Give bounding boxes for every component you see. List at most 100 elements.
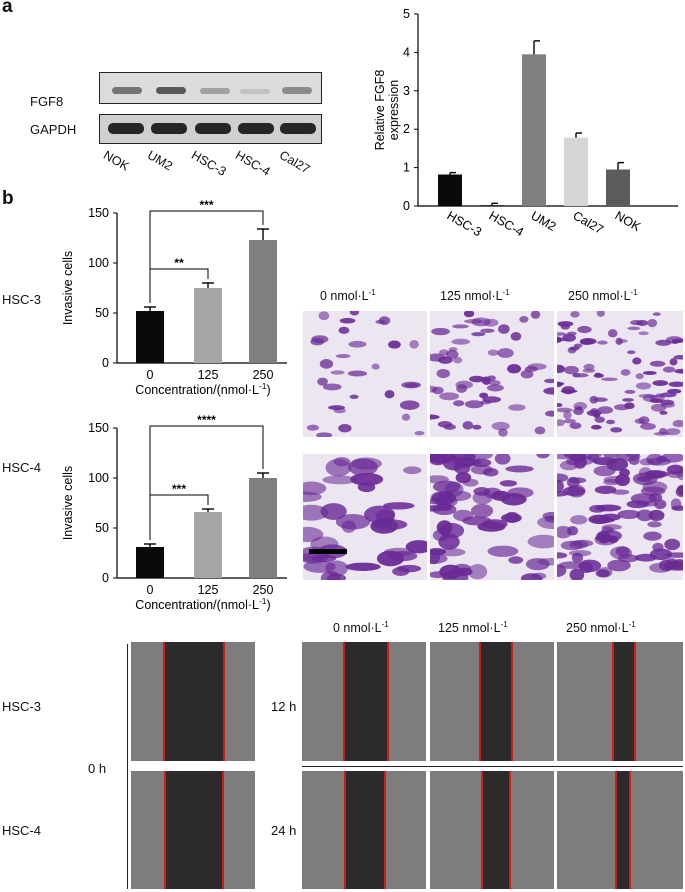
stained-cells <box>430 454 554 580</box>
y-axis-label: Invasive cells <box>61 251 75 325</box>
stained-cell <box>322 475 358 485</box>
stained-cell <box>625 454 640 458</box>
stained-cell <box>557 552 568 559</box>
gapdh-band <box>108 123 144 134</box>
stained-cell <box>670 559 683 571</box>
wound-image-0h-hsc3 <box>131 642 255 761</box>
wound-image-24h-0 <box>302 771 426 889</box>
stained-cell <box>341 520 357 533</box>
stained-cell <box>430 548 447 556</box>
stained-cell <box>557 479 564 493</box>
stained-cell <box>634 553 658 562</box>
gapdh-blot <box>99 114 322 144</box>
wound-edge-right <box>384 771 386 889</box>
stained-cell <box>671 505 683 511</box>
stained-cell <box>561 386 575 395</box>
x-tick-label: HSC-4 <box>487 208 527 239</box>
significance-label: ** <box>174 256 184 270</box>
stained-cell <box>671 340 679 344</box>
gapdh-band <box>195 123 231 134</box>
wound-edge-right <box>511 642 513 761</box>
y-tick-label: 0 <box>102 571 109 585</box>
stained-cell <box>498 428 508 437</box>
stained-cell <box>607 559 631 572</box>
stained-cells <box>557 311 683 436</box>
stained-cell <box>640 486 666 496</box>
y-axis-label: Relative FGF8expression <box>373 70 401 151</box>
stained-cell <box>491 421 510 431</box>
stained-cell <box>567 525 578 536</box>
stained-cell <box>498 324 510 334</box>
stained-cell <box>333 456 351 467</box>
lane-label: NOK <box>101 148 132 174</box>
concentration-header: 0 nmol·L-1 <box>333 620 389 636</box>
stained-cell <box>487 375 496 381</box>
stained-cell <box>574 406 583 410</box>
stained-cell <box>589 504 606 513</box>
stained-cell <box>647 457 672 466</box>
time-label-24h: 24 h <box>271 823 297 838</box>
stained-cell <box>562 486 586 496</box>
stained-cell <box>443 423 456 430</box>
stained-cell <box>664 538 681 551</box>
stained-cell <box>594 485 617 495</box>
stained-cell <box>557 321 574 327</box>
stained-cell <box>468 564 488 580</box>
fgf8-expression-chart: 0 1 2 3 4 5 Relative FGF8expression HSC-3 HSC-4 U… <box>373 7 678 239</box>
x-tick-label: 125 <box>198 583 219 597</box>
stained-cell <box>630 493 657 504</box>
stained-cell <box>617 509 641 519</box>
stained-cell <box>453 356 463 364</box>
stained-cell <box>494 454 511 465</box>
bar <box>249 478 277 578</box>
x-axis-label: Concentration/(nmol·L-1) <box>135 596 270 612</box>
stained-cell <box>376 550 405 567</box>
stained-cell <box>557 332 567 336</box>
wound-image-0h-hsc4 <box>131 771 255 889</box>
stained-cell <box>648 509 665 522</box>
stained-cell <box>317 377 328 386</box>
stained-cell <box>652 312 661 316</box>
y-tick-label: 0 <box>403 199 410 213</box>
wound-image-24h-125 <box>430 771 554 889</box>
stained-cell <box>566 476 580 488</box>
stained-cell <box>590 424 602 430</box>
stained-cell <box>570 515 588 525</box>
stained-cell <box>635 382 652 390</box>
stained-cell <box>470 458 492 467</box>
bar <box>194 288 222 363</box>
stained-cells <box>557 454 683 580</box>
stained-cell <box>647 521 662 528</box>
bar <box>249 240 277 363</box>
stained-cell <box>566 331 577 336</box>
stained-cell <box>537 515 554 529</box>
stained-cell <box>311 335 329 344</box>
stained-cell <box>349 311 360 316</box>
wound-gap <box>612 642 634 761</box>
stained-cell <box>668 381 683 388</box>
stained-cell <box>564 365 579 375</box>
y-tick-label: 100 <box>88 471 109 485</box>
bracket-line <box>127 644 128 889</box>
stained-cell <box>543 387 554 395</box>
invasion-micrograph <box>303 311 427 437</box>
band-label-fgf8: FGF8 <box>30 94 64 109</box>
stained-cell <box>570 311 580 318</box>
stained-cell <box>638 331 649 336</box>
x-tick-label: 250 <box>253 368 274 382</box>
invasion-chart-hsc3: 0 50 100 150 Invasive cells 0 125 250Concentrat… <box>61 198 287 397</box>
invasion-micrograph <box>303 454 427 580</box>
x-tick-label: NOK <box>613 208 644 234</box>
stained-cell <box>594 416 605 423</box>
stained-cell <box>607 329 618 338</box>
wound-gap <box>163 642 223 761</box>
stained-cell <box>649 360 666 367</box>
y-tick-label: 100 <box>88 256 109 270</box>
stained-cell <box>569 422 582 429</box>
stained-cell <box>345 562 381 571</box>
stained-cell <box>647 318 658 328</box>
significance-label: *** <box>172 482 186 496</box>
fgf8-blot <box>99 72 322 104</box>
stained-cell <box>403 466 422 475</box>
wound-edge-right <box>223 642 225 761</box>
